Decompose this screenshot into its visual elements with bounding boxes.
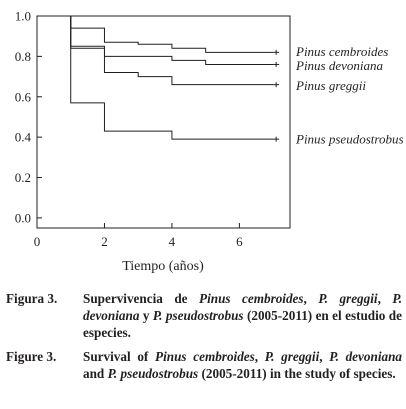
series-group [37, 15, 280, 142]
series-line [37, 15, 274, 65]
series-label: Pinus devoniana [295, 58, 384, 73]
y-axis: 0.0 0.2 0.4 0.6 0.8 1.0 [15, 9, 42, 225]
x-tick-label: 0 [34, 234, 41, 249]
series-line [37, 15, 274, 140]
caption-spanish: Figura 3. Supervivencia de Pinus cembroi… [6, 290, 402, 341]
plot-area: 0.0 0.2 0.4 0.6 0.8 1.0 0 2 4 6 Pinus cembroides… [15, 9, 404, 250]
survival-chart: 0.0 0.2 0.4 0.6 0.8 1.0 0 2 4 6 Pinus cembroides… [15, 9, 404, 275]
x-tick-label: 2 [101, 234, 108, 249]
caption-label: Figura 3. [6, 291, 58, 306]
x-tick-label: 4 [169, 234, 176, 249]
series-label: Pinus pseudostrobus [295, 132, 404, 147]
series-line [37, 15, 274, 86]
y-tick-label: 0.4 [15, 130, 32, 145]
caption-text: Supervivencia de Pinus cembroides, P. gr… [83, 291, 402, 340]
x-tick-label: 6 [236, 234, 243, 249]
caption-english: Figure 3. Survival of Pinus cembroides, … [6, 348, 402, 382]
series-label: Pinus cembroides [295, 44, 388, 59]
x-axis-label: Tiempo (años) [122, 259, 204, 274]
y-tick-label: 1.0 [15, 9, 31, 24]
series-label: Pinus greggii [295, 78, 366, 93]
caption-label: Figure 3. [6, 349, 57, 364]
x-axis: 0 2 4 6 [34, 223, 243, 249]
y-tick-label: 0.0 [15, 210, 31, 225]
caption-text: Survival of Pinus cembroides, P. greggii… [83, 349, 402, 381]
plot-frame [36, 15, 291, 229]
y-tick-label: 0.8 [15, 49, 31, 64]
series-line [37, 15, 274, 53]
y-tick-label: 0.2 [15, 170, 31, 185]
y-tick-label: 0.6 [15, 89, 32, 104]
